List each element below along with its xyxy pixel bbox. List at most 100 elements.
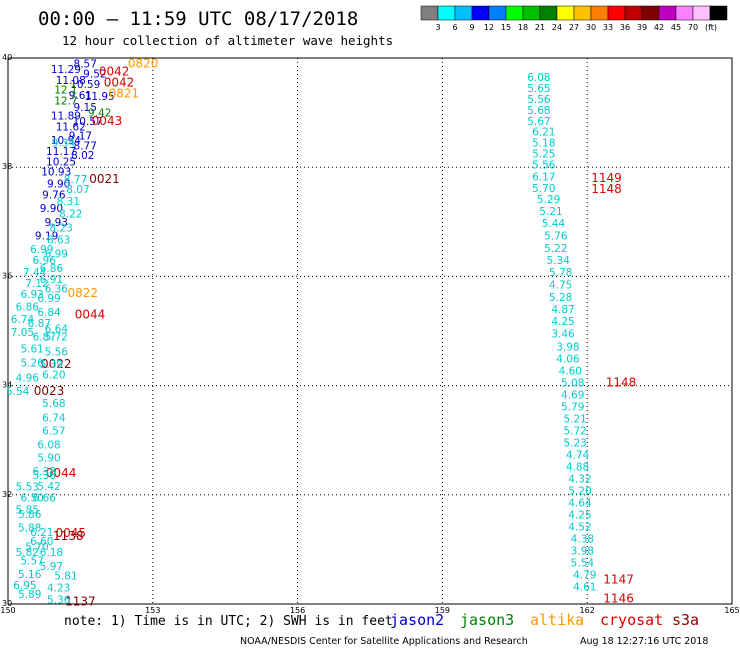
x-tick-label: 165 bbox=[724, 606, 739, 615]
y-tick-label: 40 bbox=[2, 53, 12, 62]
swh-label: 5.89 bbox=[18, 589, 41, 601]
time-label: 1149 bbox=[591, 171, 622, 185]
time-label: 1148 bbox=[591, 182, 622, 196]
swh-label: 5.53 bbox=[16, 482, 39, 494]
swh-label: 5.81 bbox=[54, 571, 77, 583]
scale-label: 12 bbox=[484, 23, 494, 32]
swh-label: 6.64 bbox=[45, 323, 69, 335]
swh-label: 5.22 bbox=[544, 243, 567, 255]
swh-label: 6.21 bbox=[532, 127, 555, 139]
x-axis-ticks: 150 153 156 159 162 165 bbox=[0, 606, 739, 615]
swh-label: 6.08 bbox=[37, 440, 60, 452]
scale-swatch bbox=[658, 5, 677, 21]
swh-label: 10.25 bbox=[46, 157, 76, 169]
time-label: 0822 bbox=[68, 286, 99, 300]
scale-swatch bbox=[471, 5, 490, 21]
swh-label: 5.21 bbox=[539, 206, 562, 218]
time-label: 0022 bbox=[41, 357, 72, 371]
swh-label: 5.26 bbox=[20, 358, 44, 370]
swh-label: 6.87 bbox=[28, 318, 51, 330]
swh-label: 9.52 bbox=[83, 68, 106, 80]
swh-label: 5.61 bbox=[20, 343, 43, 355]
scale-label: 15 bbox=[501, 23, 511, 32]
scale-swatch bbox=[488, 5, 507, 21]
chart-grid bbox=[8, 58, 732, 604]
swh-label: 5.88 bbox=[18, 523, 41, 535]
swh-label: 9.17 bbox=[69, 131, 92, 143]
swh-label: 5.36 bbox=[33, 470, 57, 482]
legend-cryosat: cryosat bbox=[600, 611, 663, 629]
swh-label: 11.08 bbox=[56, 75, 86, 87]
scale-label: 42 bbox=[654, 23, 664, 32]
time-label: 1146 bbox=[603, 592, 634, 606]
satellite-legend: jason2 jason3 altika cryosat s3a bbox=[390, 611, 699, 629]
scale-label: 6 bbox=[452, 23, 457, 32]
swh-label: 5.70 bbox=[532, 183, 555, 195]
swh-label: 5.72 bbox=[563, 425, 586, 437]
swh-label: 4.25 bbox=[551, 316, 574, 328]
chart-note: note: 1) Time is in UTC; 2) SWH is in fe… bbox=[64, 614, 393, 629]
swh-label: 11.29 bbox=[51, 64, 81, 76]
swh-label: 8.77 bbox=[74, 140, 97, 152]
swh-label: 6.99 bbox=[30, 244, 53, 256]
x-tick-label: 150 bbox=[0, 606, 15, 615]
swh-label: 5.56 bbox=[532, 159, 556, 171]
swh-label: 5.56 bbox=[45, 347, 69, 359]
swh-label: 5.67 bbox=[527, 116, 550, 128]
y-tick-label: 36 bbox=[2, 271, 12, 280]
time-label: 0821 bbox=[109, 86, 140, 100]
swh-label: 10.57 bbox=[73, 116, 103, 128]
scale-label: 30 bbox=[586, 23, 596, 32]
swh-label: 5.97 bbox=[40, 561, 63, 573]
scale-label: 36 bbox=[620, 23, 630, 32]
swh-label: 4.87 bbox=[551, 304, 574, 316]
swh-label: 5.36 bbox=[47, 595, 71, 607]
time-label: 0042 bbox=[99, 65, 130, 79]
scale-swatch bbox=[437, 5, 456, 21]
swh-label: 5.76 bbox=[544, 230, 568, 242]
x-tick-label: 159 bbox=[435, 606, 450, 615]
scale-swatch bbox=[709, 5, 728, 21]
scale-swatch bbox=[590, 5, 609, 21]
time-label: 1147 bbox=[603, 572, 634, 586]
swh-label: 11.62 bbox=[56, 121, 86, 133]
scale-swatch bbox=[641, 5, 660, 21]
legend-s3a: s3a bbox=[672, 611, 699, 629]
swh-label: 6.84 bbox=[37, 307, 61, 319]
swh-label: 6.57 bbox=[42, 425, 65, 437]
time-label: 0023 bbox=[34, 384, 65, 398]
swh-label: 6.18 bbox=[40, 547, 63, 559]
swh-label: 6.96 bbox=[33, 255, 57, 267]
scale-swatch bbox=[556, 5, 575, 21]
scale-swatch bbox=[624, 5, 643, 21]
swh-label: 5.25 bbox=[532, 149, 555, 161]
swh-label: 9.34 bbox=[52, 138, 76, 150]
time-label: 0044 bbox=[46, 466, 77, 480]
swh-label: 6.38 bbox=[33, 466, 56, 478]
swh-label: 5.20 bbox=[568, 485, 591, 497]
time-label: 0045 bbox=[55, 526, 86, 540]
y-tick-label: 38 bbox=[2, 162, 12, 171]
swh-label: 9.93 bbox=[45, 217, 68, 229]
swh-label: 8.22 bbox=[59, 209, 82, 221]
swh-label: 8.23 bbox=[49, 222, 72, 234]
swh-label: 4.96 bbox=[16, 372, 40, 384]
swh-label: 6.91 bbox=[40, 274, 63, 286]
swh-label: 10.94 bbox=[51, 135, 81, 147]
scale-label: 21 bbox=[535, 23, 545, 32]
swh-label: 5.85 bbox=[16, 505, 39, 517]
swh-label: 9.90 bbox=[40, 203, 63, 215]
swh-label: 5.65 bbox=[527, 83, 550, 95]
time-label: 0820 bbox=[128, 56, 159, 70]
x-tick-label: 153 bbox=[145, 606, 160, 615]
swh-label: 7.12 bbox=[25, 278, 48, 290]
swh-label: 8.07 bbox=[66, 184, 89, 196]
swh-label: 5.79 bbox=[561, 401, 584, 413]
swh-label: 5.68 bbox=[527, 105, 550, 117]
swh-label: 5.54 bbox=[6, 386, 30, 398]
scale-swatch bbox=[522, 5, 541, 21]
y-axis-ticks: 30 32 34 36 38 40 bbox=[2, 53, 12, 608]
scale-label: 70 bbox=[688, 23, 698, 32]
